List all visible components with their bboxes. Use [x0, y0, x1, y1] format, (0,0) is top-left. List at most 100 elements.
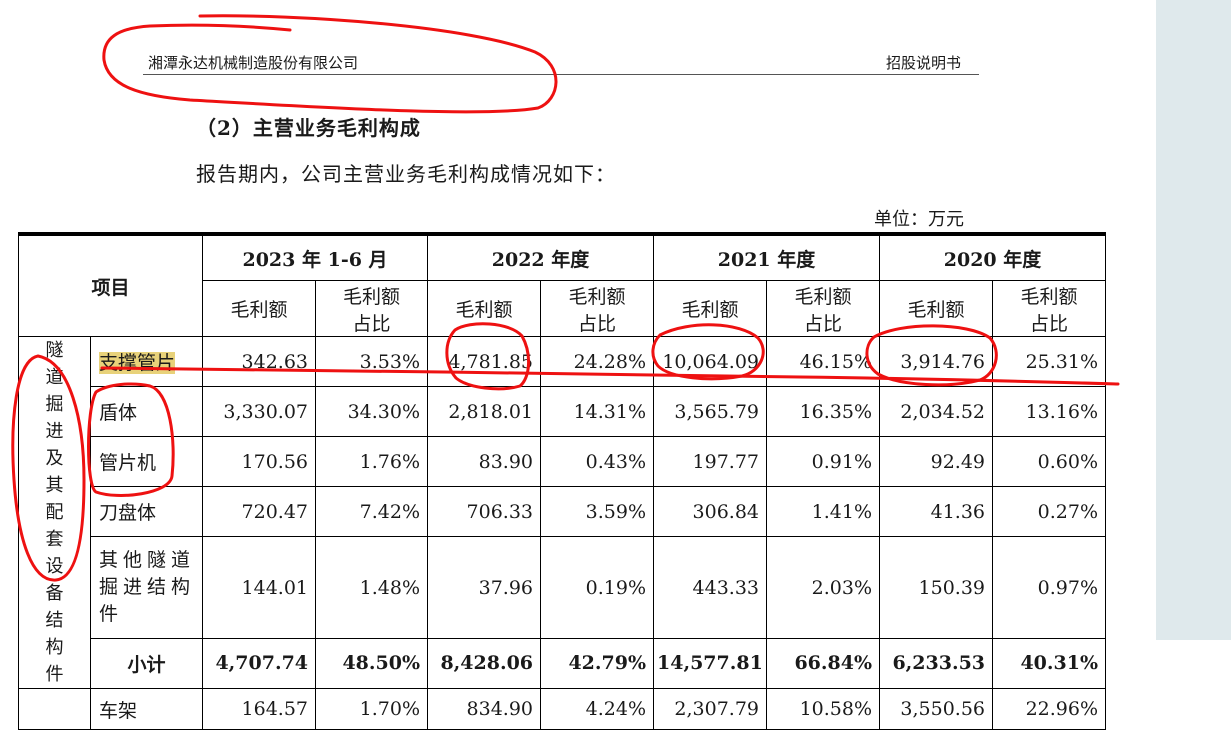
ratio-cell: 0.19%: [540, 536, 655, 639]
ratio-header-text: 毛利额 占比: [794, 285, 852, 335]
header-row-periods: 项目 2023 年 1-6 月 2022 年度 2021 年度 2020 年度: [17, 234, 1107, 337]
gross-profit-cell: 3,330.07: [202, 386, 317, 438]
gross-profit-header: 毛利额: [653, 280, 768, 337]
ratio-cell: 34.30%: [315, 386, 429, 438]
document-type: 招股说明书: [886, 54, 962, 72]
ratio-cell: 48.50%: [315, 637, 429, 690]
ratio-header: 毛利额 占比: [992, 280, 1107, 337]
gross-profit-cell: 37.96: [427, 536, 542, 639]
table-row: 车架 164.57 1.70% 834.90 4.24% 2,307.79 10…: [18, 688, 1107, 730]
gross-profit-cell: 2,307.79: [653, 688, 768, 730]
gross-profit-cell: 4,707.74: [202, 637, 317, 690]
ratio-header: 毛利额 占比: [540, 280, 655, 337]
gross-profit-cell: 2,818.01: [427, 386, 542, 438]
gross-profit-cell: 14,577.81: [653, 637, 768, 690]
gross-profit-cell: 10,064.09: [653, 335, 768, 388]
gross-profit-cell: 706.33: [427, 486, 542, 538]
gross-profit-cell: 144.01: [202, 536, 317, 639]
ratio-cell: 0.27%: [992, 486, 1107, 538]
ratio-cell: 16.35%: [766, 386, 881, 438]
ratio-cell: 66.84%: [766, 637, 881, 690]
header-row-metrics: 毛利额 毛利额 占比 毛利额 毛利额 占比 毛利额 毛利额 占比 毛利额 毛利额 占比: [19, 280, 1107, 337]
ratio-cell: 0.43%: [540, 436, 655, 488]
gross-profit-cell: 170.56: [202, 436, 317, 488]
ratio-cell: 22.96%: [992, 688, 1107, 730]
gross-profit-cell: 150.39: [879, 536, 994, 639]
side-panel: [1156, 0, 1231, 640]
subtotal-row: 小计 4,707.74 48.50% 8,428.06 42.79% 14,57…: [19, 637, 1107, 690]
ratio-cell: 4.24%: [540, 688, 655, 730]
ratio-cell: 1.70%: [315, 688, 429, 730]
row-name: 刀盘体: [89, 486, 204, 538]
table-row: 盾体 3,330.07 34.30% 2,818.01 14.31% 3,565…: [19, 386, 1107, 438]
ratio-cell: 40.31%: [992, 637, 1107, 690]
ratio-cell: 46.15%: [766, 335, 881, 388]
ratio-cell: 25.31%: [992, 335, 1107, 388]
ratio-cell: 42.79%: [540, 637, 655, 690]
gross-profit-header: 毛利额: [879, 280, 994, 337]
unit-label: 单位：万元: [874, 209, 964, 230]
ratio-header-text: 毛利额 占比: [343, 285, 401, 335]
gross-profit-header: 毛利额: [202, 280, 317, 337]
row-name: 盾体: [89, 386, 204, 438]
ratio-cell: 14.31%: [540, 386, 655, 438]
ratio-header: 毛利额 占比: [766, 280, 881, 337]
ratio-header-text: 毛利额 占比: [568, 285, 626, 335]
row-name-highlighted: 支撑管片: [99, 352, 176, 375]
intro-paragraph: 报告期内，公司主营业务毛利构成情况如下：: [196, 162, 616, 186]
ratio-cell: 24.28%: [540, 335, 655, 388]
gross-profit-table: 项目 2023 年 1-6 月 2022 年度 2021 年度 2020 年度 …: [17, 232, 1107, 730]
group-label-cell-next: [18, 688, 91, 730]
period-header: 2021 年度: [653, 234, 881, 281]
gross-profit-cell: 3,914.76: [879, 335, 994, 388]
gross-profit-cell: 3,565.79: [653, 386, 768, 438]
ratio-cell: 7.42%: [315, 486, 429, 538]
table-row: 刀盘体 720.47 7.42% 706.33 3.59% 306.84 1.4…: [19, 486, 1107, 538]
period-header: 2020 年度: [879, 234, 1107, 281]
gross-profit-cell: 2,034.52: [879, 386, 994, 438]
row-name: 车架: [89, 688, 204, 730]
gross-profit-cell: 834.90: [427, 688, 542, 730]
gross-profit-cell: 443.33: [653, 536, 768, 639]
group-label: 隧道掘进及其配套设备结构件: [45, 340, 64, 685]
gross-profit-cell: 4,781.85: [427, 335, 542, 388]
gross-profit-cell: 3,550.56: [879, 688, 994, 730]
period-header: 2022 年度: [427, 234, 655, 281]
gross-profit-cell: 92.49: [879, 436, 994, 488]
period-header: 2023 年 1-6 月: [202, 234, 429, 281]
table-row: 其他隧道掘进结构件 144.01 1.48% 37.96 0.19% 443.3…: [19, 536, 1107, 639]
gross-profit-header: 毛利额: [427, 280, 542, 337]
ratio-cell: 1.41%: [766, 486, 881, 538]
gross-profit-cell: 342.63: [202, 335, 317, 388]
ratio-cell: 3.53%: [315, 335, 429, 388]
section-title: （2）主营业务毛利构成: [196, 116, 421, 140]
item-header: 项目: [17, 234, 204, 337]
row-name-cell: 支撑管片: [89, 335, 204, 388]
gross-profit-cell: 197.77: [653, 436, 768, 488]
table-row: 管片机 170.56 1.76% 83.90 0.43% 197.77 0.91…: [19, 436, 1107, 488]
ratio-cell: 3.59%: [540, 486, 655, 538]
group-label-cell: 隧道掘进及其配套设备结构件: [18, 336, 91, 689]
ratio-cell: 1.76%: [315, 436, 429, 488]
gross-profit-cell: 164.57: [202, 688, 317, 730]
header-divider: [143, 74, 979, 75]
gross-profit-cell: 720.47: [202, 486, 317, 538]
ratio-cell: 13.16%: [992, 386, 1107, 438]
gross-profit-cell: 6,233.53: [879, 637, 994, 690]
gross-profit-cell: 41.36: [879, 486, 994, 538]
ratio-cell: 2.03%: [766, 536, 881, 639]
row-name: 管片机: [89, 436, 204, 488]
subtotal-label: 小计: [89, 637, 204, 690]
ratio-cell: 10.58%: [766, 688, 881, 730]
row-name: 其他隧道掘进结构件: [89, 536, 204, 639]
ratio-cell: 0.97%: [992, 536, 1107, 639]
ratio-header-text: 毛利额 占比: [1020, 285, 1078, 335]
ratio-cell: 0.91%: [766, 436, 881, 488]
ratio-header: 毛利额 占比: [315, 280, 429, 337]
company-name: 湘潭永达机械制造股份有限公司: [148, 54, 359, 72]
gross-profit-cell: 83.90: [427, 436, 542, 488]
gross-profit-cell: 8,428.06: [427, 637, 542, 690]
table-row: 隧道掘进及其配套设备结构件 支撑管片 342.63 3.53% 4,781.85…: [18, 335, 1107, 689]
ratio-cell: 0.60%: [992, 436, 1107, 488]
gross-profit-cell: 306.84: [653, 486, 768, 538]
